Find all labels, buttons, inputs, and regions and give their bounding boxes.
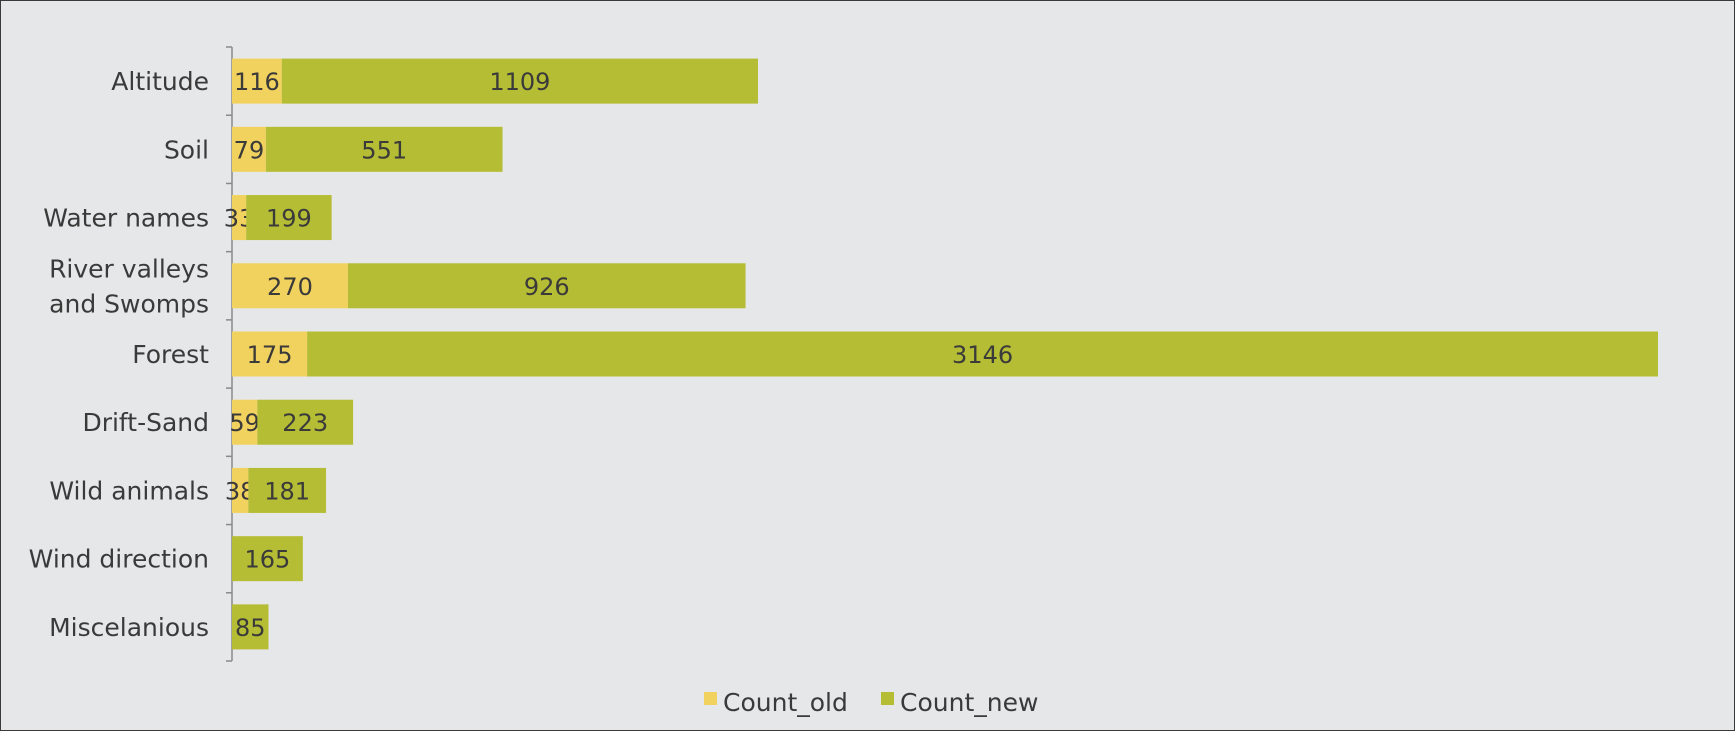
- data-label: 926: [524, 273, 570, 301]
- data-label: 59: [229, 409, 260, 437]
- category-label: Water names: [43, 204, 209, 233]
- legend-swatch: [881, 692, 894, 705]
- data-label: 1109: [489, 68, 550, 96]
- data-label: 175: [247, 341, 293, 369]
- data-label: 85: [235, 614, 266, 642]
- data-label: 270: [267, 273, 313, 301]
- category-label-line: and Swomps: [49, 289, 209, 318]
- category-label: Altitude: [111, 67, 209, 96]
- category-label-line: Wild animals: [49, 476, 209, 505]
- bar-count-old: [232, 399, 258, 445]
- bar-count-new: [347, 263, 746, 309]
- bar-count-old: [232, 195, 247, 241]
- category-label: River valleys and Swomps: [49, 254, 209, 318]
- bar-count-new: [246, 195, 332, 241]
- category-label: Wind direction: [29, 545, 209, 574]
- data-label: 223: [282, 409, 328, 437]
- data-label: 79: [234, 136, 265, 164]
- bar-count-new: [281, 58, 759, 104]
- bar-count-new: [232, 536, 303, 582]
- category-label-line: Wind direction: [29, 545, 209, 574]
- category-label: Wild animals: [49, 476, 209, 505]
- bar-count-old: [232, 126, 266, 172]
- category-label: Soil: [164, 135, 209, 164]
- category-label: Forest: [132, 340, 209, 369]
- data-label: 181: [264, 477, 310, 505]
- category-label-line: Forest: [132, 340, 209, 369]
- legend-label: Count_old: [723, 688, 848, 717]
- bar-count-old: [232, 58, 282, 104]
- category-label-line: Water names: [43, 204, 209, 233]
- bar-count-old: [232, 331, 308, 377]
- legend-swatch: [704, 692, 717, 705]
- bar-count-new: [257, 399, 354, 445]
- category-label-line: River valleys: [49, 254, 209, 283]
- bar-count-new: [232, 604, 269, 650]
- data-label: 551: [361, 136, 407, 164]
- bar-count-new: [307, 331, 1658, 377]
- category-label-line: Soil: [164, 135, 209, 164]
- data-label: 3146: [952, 341, 1013, 369]
- bar-count-old: [232, 263, 348, 309]
- bar-count-new: [265, 126, 503, 172]
- bar-count-old: [232, 467, 249, 513]
- bar-count-new: [248, 467, 327, 513]
- data-label: 165: [245, 546, 291, 574]
- data-label: 116: [234, 68, 280, 96]
- category-label-line: Drift-Sand: [82, 408, 209, 437]
- category-label-line: Altitude: [111, 67, 209, 96]
- data-label: 199: [266, 205, 312, 233]
- category-label: Miscelanious: [49, 613, 209, 642]
- category-label-line: Miscelanious: [49, 613, 209, 642]
- category-label: Drift-Sand: [82, 408, 209, 437]
- legend-label: Count_new: [900, 688, 1038, 717]
